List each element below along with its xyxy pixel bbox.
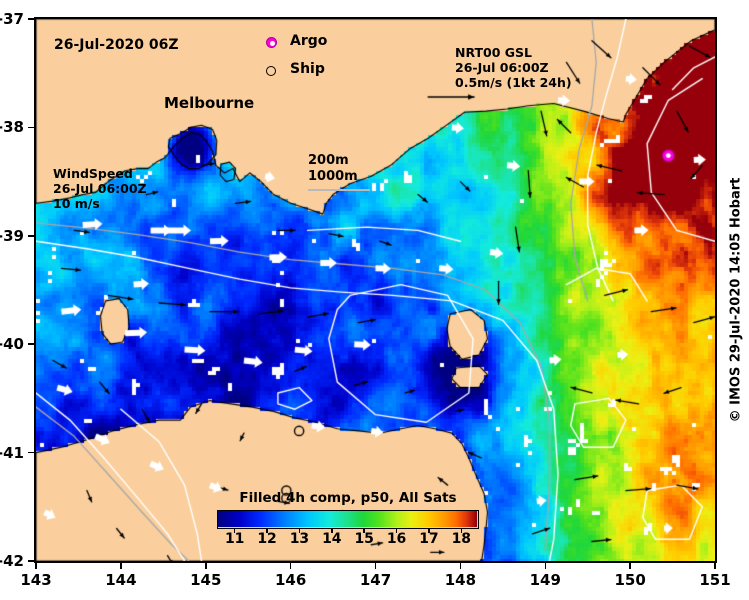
colorbar-gradient bbox=[217, 510, 479, 529]
current-legend-line1: NRT00 GSL bbox=[455, 45, 533, 60]
x-tick-label-145: 145 bbox=[190, 571, 222, 589]
y-tick-label-m40: -40 bbox=[0, 335, 24, 354]
x-tick-mark bbox=[374, 562, 377, 569]
y-tick-mark bbox=[28, 126, 35, 129]
x-tick-label-148: 148 bbox=[444, 571, 477, 589]
colorbar-tick-label-11: 11 bbox=[224, 531, 245, 547]
colorbar-tick-label-12: 12 bbox=[257, 531, 277, 547]
current-legend-line3: 0.5m/s (1kt 24h) bbox=[455, 75, 572, 90]
wind-legend-line3: 10 m/s bbox=[53, 196, 100, 211]
bathymetry-label-200m: 200m bbox=[308, 153, 349, 168]
legend-row-argo: Argo bbox=[258, 33, 388, 53]
colorbar-canvas bbox=[218, 511, 477, 527]
map-overlay-canvas bbox=[36, 19, 715, 561]
x-tick-label-147: 147 bbox=[359, 571, 392, 589]
y-tick-mark bbox=[28, 451, 35, 454]
y-tick-label-m37: -37 bbox=[0, 10, 24, 28]
y-tick-label-m38: -38 bbox=[0, 118, 24, 137]
x-tick-label-144: 144 bbox=[105, 571, 137, 589]
x-tick-label-150: 150 bbox=[614, 571, 646, 589]
x-tick-mark bbox=[459, 562, 462, 569]
credit-block: © IMOS 29-Jul-2020 14:05 Hobart bbox=[725, 0, 747, 600]
colorbar-tick-mark bbox=[460, 529, 463, 533]
y-tick-label-m42: -42 bbox=[0, 552, 24, 570]
colorbar-tick-mark bbox=[266, 529, 268, 533]
colorbar-tick-mark bbox=[363, 529, 365, 533]
legend-label-ship: Ship bbox=[290, 61, 325, 77]
colorbar-tick-label-18: 18 bbox=[451, 531, 472, 547]
x-tick-mark bbox=[120, 562, 122, 569]
colorbar-tick-label-17: 17 bbox=[419, 531, 439, 547]
y-tick-label-m41: -41 bbox=[0, 443, 24, 462]
x-tick-mark bbox=[289, 562, 292, 569]
bathymetry-scale-line bbox=[308, 189, 370, 191]
wind-legend-line1: WindSpeed bbox=[53, 166, 133, 181]
colorbar-tick-label-16: 16 bbox=[386, 531, 407, 547]
colorbar-tick-label-15: 15 bbox=[354, 531, 374, 547]
colorbar-tick-label-14: 14 bbox=[322, 531, 342, 547]
colorbar-tick-mark bbox=[298, 529, 301, 533]
colorbar-ticks: 11 12 13 14 15 16 17 18 bbox=[217, 529, 479, 547]
marker-legend: Argo Ship bbox=[258, 33, 388, 81]
colorbar-tick-mark bbox=[428, 529, 430, 533]
colorbar-tick-mark bbox=[331, 529, 333, 533]
colorbar-tick-label-13: 13 bbox=[289, 531, 310, 547]
y-tick-mark bbox=[28, 235, 35, 237]
map-plot-area[interactable]: 26-Jul-2020 06Z Argo Ship NRT00 GSL 26-J… bbox=[34, 17, 717, 563]
colorbar-title: Filled 4h comp, p50, All Sats bbox=[239, 490, 457, 506]
current-legend-line2: 26-Jul 06:00Z bbox=[455, 60, 549, 75]
date-stamp: 26-Jul-2020 06Z bbox=[54, 37, 179, 53]
bathymetry-label-1000m: 1000m bbox=[308, 169, 358, 184]
city-label-melbourne: Melbourne bbox=[164, 94, 255, 112]
x-tick-mark bbox=[544, 562, 546, 569]
y-tick-mark bbox=[28, 18, 35, 20]
x-tick-mark bbox=[714, 562, 716, 569]
x-tick-mark bbox=[35, 562, 37, 569]
colorbar-tick-mark bbox=[233, 529, 236, 533]
x-tick-mark bbox=[205, 562, 207, 569]
y-tick-mark bbox=[28, 343, 35, 345]
colorbar: Filled 4h comp, p50, All Sats 11 12 13 14 15… bbox=[217, 490, 479, 547]
x-tick-label-146: 146 bbox=[274, 571, 307, 589]
x-tick-label-143: 143 bbox=[20, 571, 52, 589]
x-tick-label-149: 149 bbox=[529, 571, 561, 589]
y-tick-mark bbox=[28, 560, 35, 562]
colorbar-tick-mark bbox=[395, 529, 398, 533]
ship-icon bbox=[266, 66, 276, 76]
credit-text: © IMOS 29-Jul-2020 14:05 Hobart bbox=[728, 177, 744, 423]
x-tick-label-151: 151 bbox=[699, 571, 731, 589]
y-tick-label-m39: -39 bbox=[0, 226, 24, 245]
wind-legend-line2: 26-Jul 06:00Z bbox=[53, 181, 147, 196]
argo-icon bbox=[266, 37, 277, 48]
legend-row-ship: Ship bbox=[258, 61, 388, 81]
legend-label-argo: Argo bbox=[290, 33, 328, 49]
x-tick-mark bbox=[629, 562, 631, 569]
